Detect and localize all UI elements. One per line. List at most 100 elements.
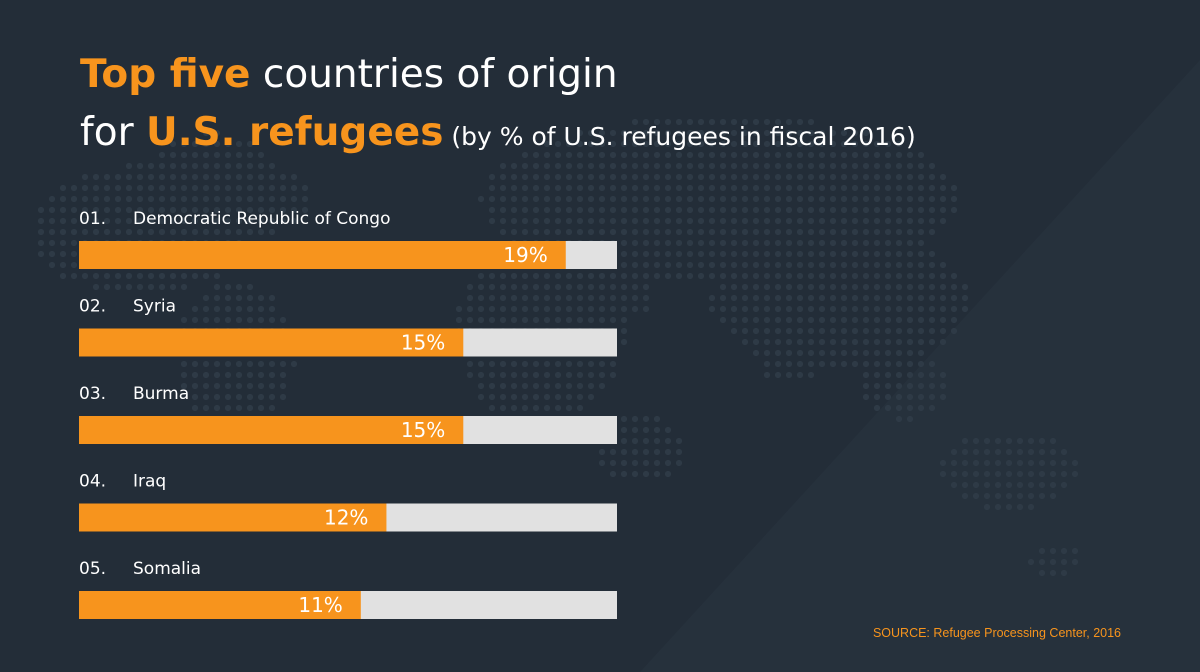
map-dot [873,283,881,291]
map-dot [257,228,265,236]
map-dot [224,184,232,192]
map-dot [70,228,78,236]
rank-label: 05. [79,559,106,579]
map-dot [961,283,969,291]
map-dot [279,382,287,390]
map-dot [246,217,254,225]
map-dot [103,283,111,291]
map-dot [257,371,265,379]
map-dot [983,503,991,511]
map-dot [609,217,617,225]
map-dot [796,371,804,379]
map-dot [554,371,562,379]
map-dot [213,184,221,192]
map-dot [796,250,804,258]
map-dot [136,195,144,203]
map-dot [642,162,650,170]
map-dot [180,371,188,379]
map-dot [268,217,276,225]
map-dot [686,261,694,269]
category-label: Burma [133,384,189,404]
map-dot [719,250,727,258]
map-dot [873,360,881,368]
map-dot [543,360,551,368]
map-dot [730,162,738,170]
category-label: Syria [133,297,176,317]
map-dot [785,162,793,170]
map-dot [631,173,639,181]
map-dot [719,294,727,302]
map-dot [752,305,760,313]
map-dot [928,327,936,335]
map-dot [609,228,617,236]
map-dot [796,162,804,170]
map-dot [268,360,276,368]
map-dot [499,184,507,192]
map-dot [664,129,672,137]
map-dot [818,338,826,346]
map-dot [147,162,155,170]
map-dot [807,184,815,192]
map-dot [620,338,628,346]
map-dot [235,151,243,159]
map-dot [554,404,562,412]
map-dot [191,206,199,214]
map-dot [752,206,760,214]
map-dot [576,316,584,324]
map-dot [609,162,617,170]
map-dot [785,272,793,280]
map-dot [785,118,793,126]
map-dot [763,239,771,247]
map-dot [796,173,804,181]
map-dot [675,118,683,126]
map-dot [664,206,672,214]
map-dot [543,272,551,280]
map-dot [576,404,584,412]
map-dot [829,129,837,137]
map-dot [70,217,78,225]
map-dot [532,217,540,225]
map-dot [807,371,815,379]
map-dot [92,206,100,214]
map-dot [840,338,848,346]
map-dot [862,206,870,214]
map-dot [565,371,573,379]
map-dot [829,206,837,214]
map-dot [895,162,903,170]
map-dot [763,371,771,379]
map-dot [818,140,826,148]
map-dot [598,162,606,170]
map-dot [697,250,705,258]
map-dot [521,173,529,181]
map-dot [664,217,672,225]
title-text-countries-of-origin: countries of origin [250,52,618,97]
map-dot [906,206,914,214]
map-dot [686,173,694,181]
map-dot [939,305,947,313]
map-dot [235,404,243,412]
map-dot [246,404,254,412]
map-dot [191,151,199,159]
map-dot [620,173,628,181]
map-dot [576,217,584,225]
map-dot [785,305,793,313]
map-dot [257,382,265,390]
map-dot [521,184,529,192]
map-dot [169,151,177,159]
map-dot [785,206,793,214]
map-dot [631,261,639,269]
map-dot [620,217,628,225]
map-dot [730,140,738,148]
map-dot [664,118,672,126]
map-dot [565,360,573,368]
map-dot [631,448,639,456]
map-dot [169,184,177,192]
map-dot [917,250,925,258]
map-dot [807,305,815,313]
map-dot [906,217,914,225]
map-dot [554,184,562,192]
map-dot [994,437,1002,445]
map-dot [741,338,749,346]
map-dot [136,283,144,291]
map-dot [895,151,903,159]
